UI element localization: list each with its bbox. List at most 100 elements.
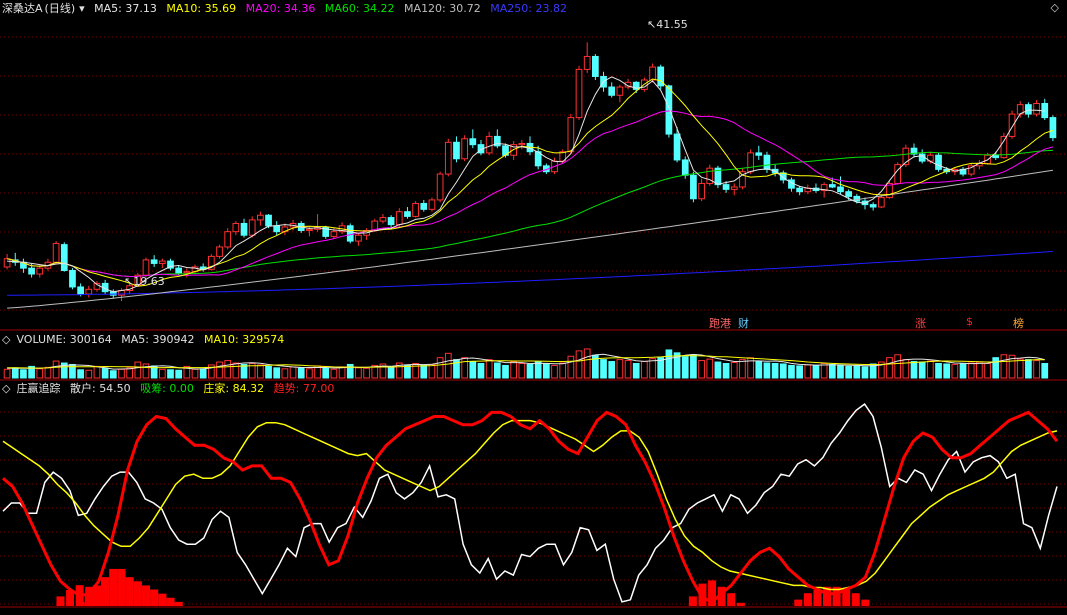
candle[interactable]: [232, 221, 240, 236]
candle[interactable]: [273, 221, 281, 236]
candle[interactable]: [690, 171, 697, 203]
volume-bar: [502, 364, 509, 379]
candle[interactable]: [216, 244, 223, 259]
candle[interactable]: [698, 178, 705, 202]
candle[interactable]: [314, 214, 321, 232]
candle[interactable]: [412, 201, 419, 218]
candle[interactable]: [567, 114, 575, 155]
candle[interactable]: [755, 145, 763, 160]
candle[interactable]: [150, 255, 158, 267]
candle[interactable]: [355, 232, 362, 246]
candle[interactable]: [1041, 98, 1049, 120]
event-marker-rise[interactable]: 涨: [915, 317, 926, 330]
candle[interactable]: [779, 170, 787, 184]
candle[interactable]: [428, 197, 436, 212]
candle[interactable]: [69, 268, 76, 290]
candle[interactable]: [534, 145, 542, 170]
candle[interactable]: [722, 181, 730, 193]
candle[interactable]: [935, 152, 942, 172]
candle[interactable]: [592, 54, 599, 80]
absorb-bar: [174, 601, 183, 606]
candle[interactable]: [420, 199, 428, 212]
candle[interactable]: [624, 78, 632, 90]
candle[interactable]: [493, 129, 501, 149]
candle[interactable]: [101, 279, 109, 295]
candle[interactable]: [518, 139, 526, 150]
candle[interactable]: [1033, 99, 1040, 117]
candle[interactable]: [60, 242, 68, 272]
candle[interactable]: [967, 163, 975, 177]
candle[interactable]: [657, 64, 665, 90]
oscillator-lines[interactable]: [2, 403, 1059, 606]
candle[interactable]: [85, 285, 93, 298]
candle[interactable]: [804, 184, 812, 195]
collapse-icon[interactable]: ◇: [1050, 1, 1059, 14]
candle[interactable]: [959, 167, 967, 177]
candle[interactable]: [910, 143, 918, 158]
candle[interactable]: [404, 206, 411, 219]
volume-bars[interactable]: [3, 348, 1049, 379]
volume-title-icon[interactable]: ◇: [2, 333, 11, 346]
candle[interactable]: [167, 258, 174, 271]
candle[interactable]: [1008, 110, 1016, 139]
candle[interactable]: [730, 183, 738, 196]
candle[interactable]: [461, 135, 468, 162]
candle[interactable]: [240, 218, 248, 238]
price-candles[interactable]: [3, 42, 1057, 302]
volume-bar: [984, 362, 991, 379]
candle[interactable]: [379, 214, 387, 224]
candle[interactable]: [363, 228, 370, 240]
candle[interactable]: [3, 254, 11, 270]
candle[interactable]: [714, 165, 722, 189]
candle[interactable]: [183, 268, 191, 278]
candle[interactable]: [616, 84, 624, 103]
oscillator-title-icon[interactable]: ◇: [2, 382, 11, 395]
volume-bar: [665, 349, 673, 379]
candle[interactable]: [158, 258, 166, 269]
candle[interactable]: [747, 149, 754, 175]
volume-bar: [943, 363, 951, 379]
candle[interactable]: [608, 82, 616, 98]
candle[interactable]: [575, 65, 583, 120]
candle[interactable]: [322, 225, 330, 239]
candle[interactable]: [306, 225, 313, 237]
oscillator-title: 庄赢追踪: [16, 382, 61, 395]
candle[interactable]: [20, 258, 27, 273]
event-marker-finance[interactable]: 财: [738, 317, 749, 330]
dropdown-icon[interactable]: ▾: [79, 2, 85, 15]
candle[interactable]: [52, 241, 60, 265]
candle[interactable]: [739, 168, 746, 190]
volume-bar: [967, 362, 975, 379]
candle[interactable]: [673, 127, 681, 163]
event-marker-port[interactable]: 跑港: [709, 317, 731, 330]
candle[interactable]: [436, 171, 444, 203]
candle[interactable]: [886, 181, 893, 199]
candle[interactable]: [257, 211, 264, 226]
candle[interactable]: [526, 136, 534, 156]
candle[interactable]: [469, 129, 477, 149]
candle[interactable]: [477, 139, 485, 156]
candle[interactable]: [387, 215, 395, 227]
candle[interactable]: [902, 144, 910, 167]
candle[interactable]: [11, 252, 19, 266]
event-marker-list[interactable]: 榜: [1013, 317, 1024, 330]
volume-bar: [845, 365, 853, 379]
candle[interactable]: [1016, 101, 1024, 118]
candle[interactable]: [877, 195, 885, 209]
candle[interactable]: [583, 42, 591, 73]
candle[interactable]: [444, 138, 452, 177]
candle[interactable]: [869, 202, 877, 211]
candle[interactable]: [706, 164, 714, 186]
candle[interactable]: [788, 177, 795, 192]
candle[interactable]: [1049, 115, 1057, 142]
candle[interactable]: [224, 228, 232, 250]
candle[interactable]: [485, 131, 493, 156]
candle[interactable]: [453, 136, 460, 163]
candle[interactable]: [812, 183, 820, 193]
candle[interactable]: [346, 223, 354, 244]
event-marker-dollar[interactable]: $: [966, 315, 973, 328]
candle[interactable]: [796, 185, 803, 196]
candle[interactable]: [837, 176, 844, 195]
candle[interactable]: [248, 216, 256, 238]
